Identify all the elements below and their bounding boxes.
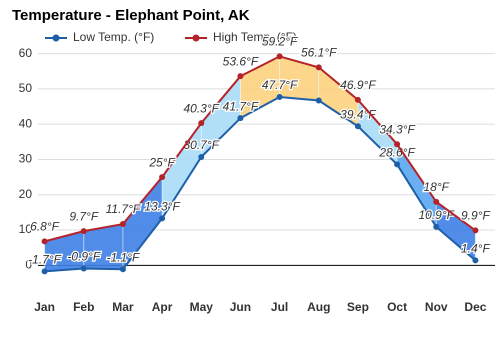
- data-point: [80, 228, 87, 235]
- data-point: [472, 227, 479, 234]
- range-fill: [162, 123, 202, 219]
- data-point: [237, 73, 244, 80]
- data-point: [433, 198, 440, 205]
- data-label: -0.9°F: [67, 250, 100, 264]
- data-label: 11.7°F: [106, 202, 141, 216]
- data-label: 59.2°F: [262, 35, 298, 49]
- data-point: [394, 161, 401, 168]
- legend-marker: [52, 34, 60, 42]
- data-point: [315, 64, 322, 71]
- data-point: [354, 96, 361, 103]
- data-point: [119, 266, 126, 273]
- y-tick-label: 0: [25, 258, 32, 272]
- data-label: 56.1°F: [301, 46, 337, 60]
- data-point: [433, 223, 440, 230]
- x-tick-label: Feb: [73, 300, 94, 314]
- data-label: 9.9°F: [461, 209, 490, 223]
- x-tick-label: May: [190, 300, 214, 314]
- data-label: 40.3°F: [184, 101, 220, 115]
- data-label: 1.4°F: [461, 242, 490, 256]
- data-label: 47.7°F: [262, 78, 298, 92]
- data-point: [276, 53, 283, 60]
- range-fill: [279, 56, 319, 101]
- data-label: 18°F: [424, 180, 450, 194]
- data-label: 25°F: [148, 155, 175, 169]
- x-tick-label: Jul: [271, 300, 288, 314]
- y-tick-label: 40: [19, 116, 33, 130]
- range-fill: [83, 224, 123, 270]
- range-fill: [122, 177, 163, 270]
- x-tick-label: Jun: [230, 300, 251, 314]
- data-label: 46.9°F: [340, 78, 376, 92]
- data-point: [394, 141, 401, 148]
- y-tick-label: 50: [19, 81, 33, 95]
- data-point: [159, 174, 166, 181]
- data-label: -1.1°F: [107, 250, 140, 264]
- data-label: 34.3°F: [379, 122, 415, 136]
- range-fill: [201, 76, 241, 157]
- series-line: [44, 55, 477, 243]
- y-tick-label: 20: [19, 187, 33, 201]
- range-fill: [397, 144, 437, 227]
- legend-label: High Temp. (°F): [213, 30, 297, 44]
- x-tick-label: Dec: [464, 300, 486, 314]
- range-fill: [436, 201, 476, 261]
- data-label: 41.7°F: [223, 99, 259, 113]
- x-tick-label: Sep: [347, 300, 369, 314]
- data-label: 30.7°F: [184, 138, 220, 152]
- series-line: [44, 95, 477, 273]
- chart-title: Temperature - Elephant Point, AK: [12, 7, 250, 24]
- y-tick-label: 30: [19, 152, 33, 166]
- x-tick-label: Apr: [152, 300, 173, 314]
- data-point: [159, 215, 166, 222]
- data-point: [472, 257, 479, 264]
- x-tick-label: Aug: [307, 300, 330, 314]
- y-tick-label: 60: [19, 46, 33, 60]
- data-label: -1.7°F: [28, 253, 61, 267]
- range-fill: [318, 67, 358, 127]
- data-point: [198, 154, 205, 160]
- data-point: [237, 115, 244, 122]
- legend-marker: [192, 34, 200, 42]
- data-label: 13.3°F: [144, 200, 180, 214]
- range-fill: [357, 99, 398, 165]
- data-point: [41, 238, 48, 245]
- data-point: [198, 120, 205, 127]
- x-tick-label: Mar: [112, 300, 134, 314]
- data-label: 9.7°F: [69, 209, 98, 223]
- data-point: [119, 221, 126, 228]
- data-label: 10.9°F: [419, 208, 455, 222]
- x-tick-label: Oct: [387, 300, 407, 314]
- data-label: 53.6°F: [223, 54, 259, 68]
- x-tick-label: Jan: [34, 300, 55, 314]
- data-point: [80, 265, 87, 272]
- data-point: [276, 94, 283, 100]
- data-point: [41, 268, 48, 275]
- data-label: 28.6°F: [378, 146, 415, 160]
- data-label: 6.8°F: [30, 220, 59, 234]
- data-point: [354, 123, 361, 130]
- data-point: [315, 97, 322, 104]
- range-fill: [44, 231, 84, 272]
- y-tick-label: 10: [19, 222, 33, 236]
- legend-label: Low Temp. (°F): [73, 30, 154, 44]
- x-tick-label: Nov: [425, 300, 448, 314]
